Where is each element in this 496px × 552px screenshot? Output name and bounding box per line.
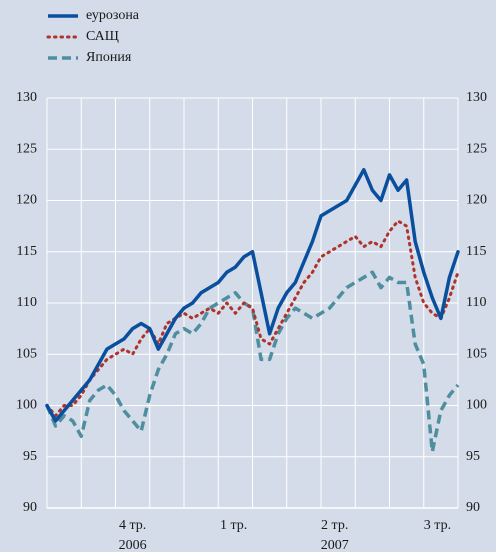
y2-tick-label: 120: [466, 193, 487, 208]
y-tick-label: 95: [23, 449, 37, 464]
y-tick-label: 115: [17, 244, 37, 259]
y2-tick-label: 95: [466, 449, 480, 464]
series-line: [45, 168, 460, 423]
y-tick-label: 120: [16, 193, 37, 208]
y2-tick-label: 115: [466, 244, 486, 259]
legend-label: САЩ: [86, 29, 119, 44]
series-line: [45, 270, 460, 454]
x-tick-label: 1 тр.: [220, 518, 247, 533]
y-tick-label: 100: [16, 398, 37, 413]
x-tick-label: 2 тр.: [321, 518, 348, 533]
legend-label: еурозона: [86, 8, 140, 23]
y2-tick-label: 100: [466, 398, 487, 413]
x-tick-label: 4 тр.: [119, 518, 146, 533]
y2-tick-label: 125: [466, 141, 487, 156]
y2-tick-label: 90: [466, 500, 480, 515]
year-label: 2006: [119, 538, 147, 552]
y-tick-label: 110: [17, 295, 37, 310]
y2-tick-label: 105: [466, 346, 487, 361]
y-tick-label: 125: [16, 141, 37, 156]
legend-label: Япония: [86, 50, 132, 65]
y2-tick-label: 110: [466, 295, 486, 310]
y-tick-label: 90: [23, 500, 37, 515]
y2-tick-label: 130: [466, 90, 487, 105]
series-line: [45, 219, 460, 418]
y-tick-label: 130: [16, 90, 37, 105]
year-label: 2007: [321, 538, 349, 552]
y-tick-label: 105: [16, 346, 37, 361]
x-tick-label: 3 тр.: [424, 518, 451, 533]
